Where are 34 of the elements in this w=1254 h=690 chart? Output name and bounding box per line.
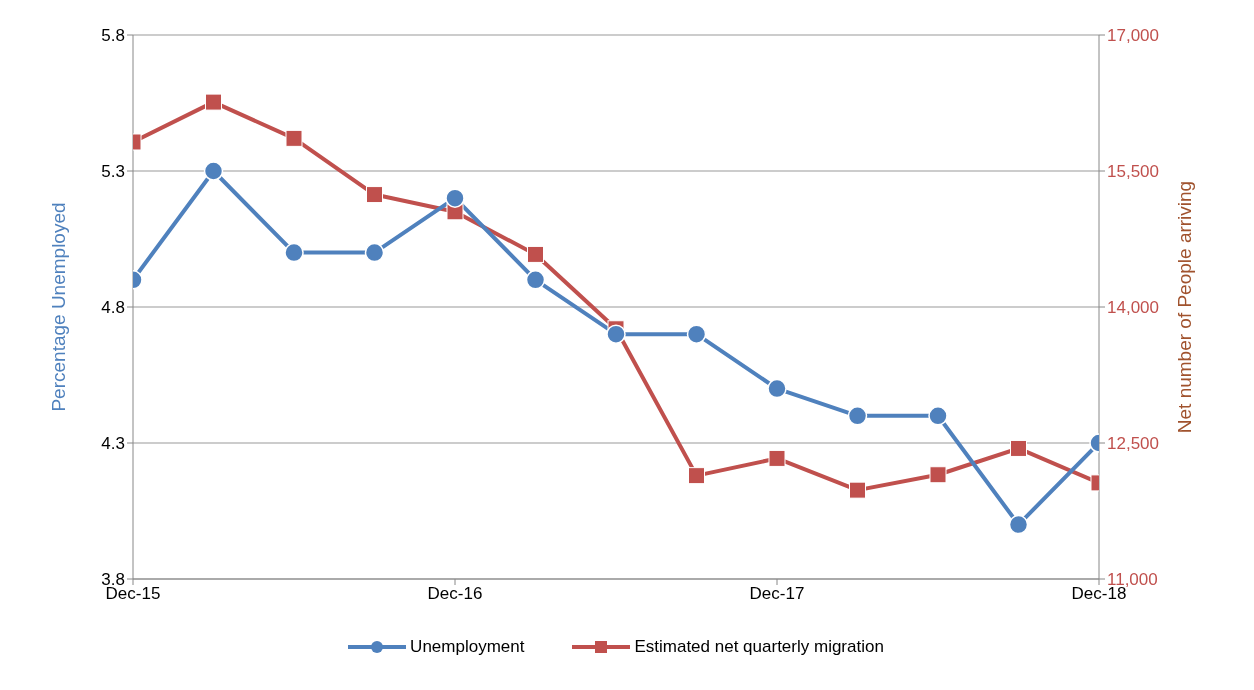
point <box>929 466 947 484</box>
y2-tick-label: 14,000 <box>1107 298 1159 318</box>
point <box>445 188 465 208</box>
point <box>364 242 385 263</box>
point <box>205 93 222 111</box>
y2-tick-label: 15,500 <box>1107 162 1159 182</box>
point <box>527 245 544 263</box>
point <box>284 242 304 263</box>
y-tick-label: 4.3 <box>101 434 125 454</box>
point <box>768 449 786 467</box>
point <box>366 186 383 204</box>
x-tick-label: Dec-17 <box>749 584 805 604</box>
y-tick-label: 5.3 <box>101 162 125 182</box>
y2-axis-title: Net number of People arriving <box>1173 180 1195 434</box>
point <box>688 467 705 485</box>
point <box>285 129 303 147</box>
legend-label: Unemployment <box>410 637 525 657</box>
point <box>767 378 787 399</box>
point <box>686 324 707 344</box>
point <box>849 481 866 499</box>
x-tick-label: Dec-16 <box>427 584 483 604</box>
point <box>847 406 868 426</box>
point <box>1008 514 1029 535</box>
point <box>928 406 948 426</box>
legend-label: Estimated net quarterly migration <box>634 637 884 657</box>
y2-tick-label: 12,500 <box>1107 434 1159 454</box>
point <box>1010 439 1027 457</box>
y-tick-label: 4.8 <box>101 298 125 318</box>
point <box>606 324 626 344</box>
y-tick-label: 5.8 <box>101 26 125 46</box>
point <box>203 161 224 181</box>
y2-tick-label: 17,000 <box>1107 26 1159 46</box>
y-axis-title: Percentage Unemployed <box>47 202 69 412</box>
point <box>525 270 546 290</box>
